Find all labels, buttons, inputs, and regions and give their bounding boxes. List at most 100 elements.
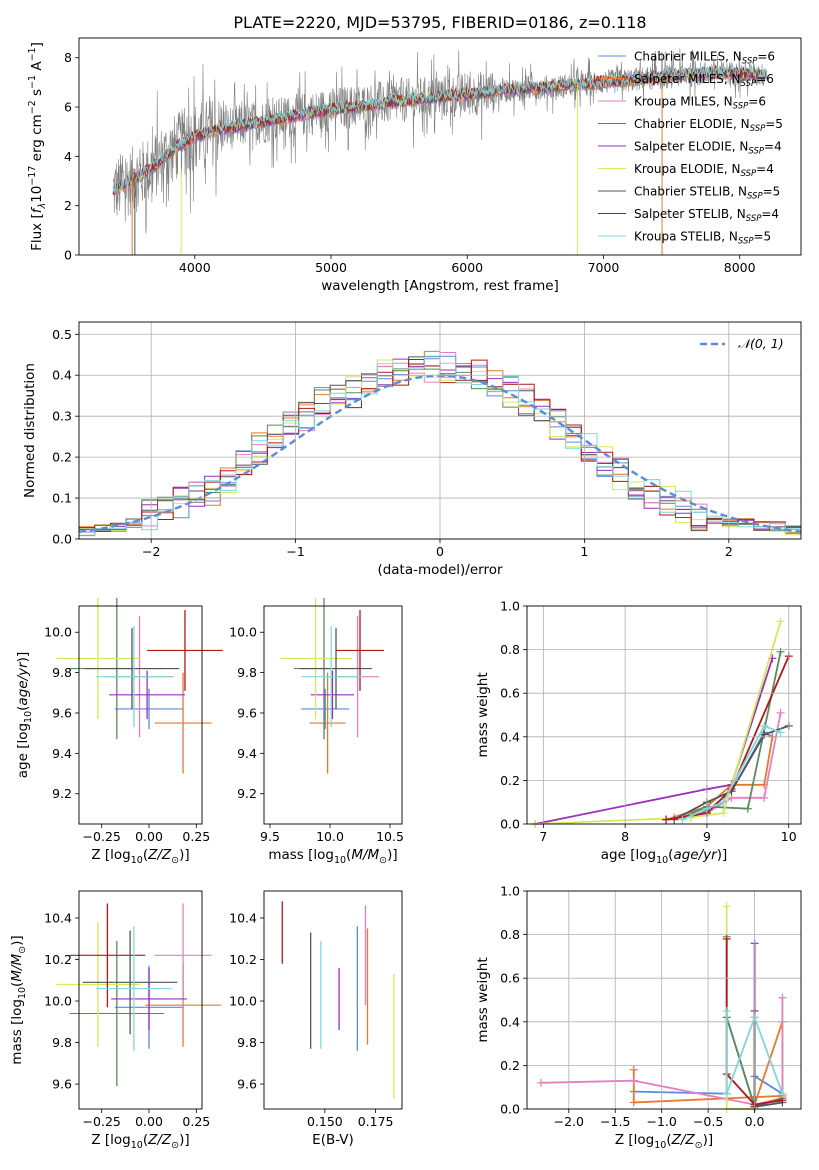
legend-label-2: Kroupa MILES, NSSP=6: [634, 95, 766, 112]
mass-ebv-panel: E(B-V): [281, 901, 395, 1148]
axes-frame: [526, 890, 802, 1110]
x-tick-label: 2: [725, 544, 733, 559]
age-metallicity-axes: −0.25 0.00 0.25 9.2 9.4 9.6 9.8 10.0: [44, 625, 210, 844]
legend-label-5: Kroupa ELODIE, NSSP=4: [634, 162, 774, 179]
x-tick-label: 0: [436, 544, 444, 559]
weight-line-5: [535, 621, 782, 825]
weight-line-3: [682, 651, 782, 819]
legend-label-normal: 𝒩(0, 1): [738, 336, 784, 351]
x-tick-label: 0.25: [182, 1114, 210, 1129]
weight-line-8: [725, 1010, 784, 1095]
y-tick-label: 10.0: [44, 994, 72, 1009]
x-tick-label: −0.25: [83, 829, 121, 844]
weight-marker-8-0: [678, 815, 687, 824]
y-tick-label: 0.8: [500, 642, 520, 657]
y-tick-label: 0.6: [500, 971, 520, 986]
x-tick-label: 1: [580, 544, 588, 559]
y-axis-label: mass weight: [475, 957, 491, 1042]
weight-marker-2-4: [776, 708, 785, 717]
x-tick-label: −1.0: [646, 1114, 676, 1129]
y-tick-label: 0.0: [500, 1102, 520, 1117]
x-axis-label: Z [log10(Z/Z⊙)]: [91, 1132, 189, 1151]
residuals-axes: −2 −1 0 1 2 0.0 0.1 0.2 0.3 0.4 0.5: [52, 322, 801, 559]
y-tick-label: 0.8: [500, 927, 520, 942]
y-tick-label: 9.4: [237, 746, 257, 761]
y-tick-label: 9.8: [52, 1035, 72, 1050]
x-tick-label: −2.0: [554, 1114, 584, 1129]
x-tick-label: −1.5: [600, 1114, 630, 1129]
weight-marker-3-2: [743, 804, 752, 813]
model-line-5: [112, 66, 768, 193]
legend-label-8: Kroupa STELIB, NSSP=5: [634, 230, 771, 247]
x-axis-label: (data-model)/error: [377, 562, 503, 578]
y-tick-label: 10.0: [44, 625, 72, 640]
y-axis-label: mass weight: [475, 672, 491, 757]
x-axis-label: age [log10(age/yr)]: [601, 847, 727, 866]
y-tick-label: 9.2: [237, 786, 257, 801]
y-tick-label: 10.4: [44, 910, 72, 925]
y-tick-label: 9.4: [52, 746, 72, 761]
x-tick-label: 4000: [179, 260, 211, 275]
weight-metallicity-panel: Z [log10(Z/Z⊙)] mass weight: [475, 902, 787, 1151]
weight-marker-8-3: [760, 721, 769, 730]
weight-marker-8-3: [778, 1089, 787, 1098]
legend-label-0: Chabrier MILES, NSSP=6: [634, 50, 775, 67]
x-tick-label: −1: [286, 544, 304, 559]
x-axis-label: E(B-V): [312, 1132, 354, 1148]
legend-label-1: Salpeter MILES, NSSP=6: [634, 72, 774, 89]
y-tick-label: 9.8: [237, 1035, 257, 1050]
y-tick-label: 0.0: [500, 817, 520, 832]
y-axis-label: mass [log10(M/M⊙)]: [9, 935, 28, 1064]
x-tick-label: 0.00: [135, 1114, 163, 1129]
x-tick-label: 0.0: [745, 1114, 765, 1129]
model-line-8: [112, 64, 768, 194]
x-axis-label: Z [log10(Z/Z⊙)]: [615, 1132, 713, 1151]
weight-marker-2-3: [760, 793, 769, 802]
x-tick-label: 5000: [315, 260, 347, 275]
axes-frame: [263, 605, 403, 825]
weight-marker-8-0: [722, 1006, 731, 1015]
x-tick-label: 8: [621, 829, 629, 844]
y-tick-label: 10.0: [229, 994, 257, 1009]
x-tick-label: 8000: [724, 260, 756, 275]
weight-marker-1-0: [629, 1065, 638, 1074]
figure-title: PLATE=2220, MJD=53795, FIBERID=0186, z=0…: [233, 13, 646, 32]
x-tick-label: 7000: [588, 260, 620, 275]
weight-line-7: [725, 939, 783, 1106]
mass-metallicity-axes: −0.25 0.00 0.25 9.6 9.8 10.0 10.2 10.4: [44, 910, 210, 1129]
axes-frame: [78, 605, 203, 825]
y-axis-label: Flux [fλ10−17 erg cm−2 s−1 A−1]: [27, 42, 48, 251]
y-tick-label: 0.4: [52, 368, 72, 383]
y-tick-label: 9.6: [52, 705, 72, 720]
axes-frame: [263, 890, 403, 1110]
weight-marker-5-3: [776, 617, 785, 626]
y-tick-label: 2: [64, 198, 72, 213]
x-tick-label: −2: [142, 544, 160, 559]
y-tick-label: 8: [64, 50, 72, 65]
y-tick-label: 0.0: [52, 532, 72, 547]
x-tick-label: 0.25: [182, 829, 210, 844]
age-mass-panel: mass [log10(M/M⊙)]: [268, 597, 398, 866]
weight-marker-5-2: [719, 809, 728, 818]
axes-frame: [526, 605, 802, 825]
weight-marker-6-0: [670, 815, 679, 824]
y-tick-label: 0: [64, 248, 72, 263]
weight-marker-8-2: [719, 798, 728, 807]
legend-label-3: Chabrier ELODIE, NSSP=5: [634, 117, 783, 134]
axes-frame: [78, 890, 203, 1110]
y-tick-label: 4: [64, 149, 72, 164]
weight-marker-5-0: [722, 902, 731, 911]
y-axis-label: age [log10(age/yr)]: [15, 652, 34, 778]
y-tick-label: 9.6: [52, 1077, 72, 1092]
weight-marker-7-0: [722, 934, 731, 943]
weight-marker-2-0: [536, 1078, 545, 1087]
mass-metallicity-panel: Z [log10(Z/Z⊙)] mass [log10(M/M⊙)]: [9, 903, 221, 1151]
x-tick-label: −0.25: [83, 1114, 121, 1129]
x-tick-label: 9.5: [260, 829, 280, 844]
weight-age-panel: age [log10(age/yr)] mass weight: [475, 617, 793, 866]
weight-marker-6-3: [760, 730, 769, 739]
y-tick-label: 10.2: [229, 952, 257, 967]
x-tick-label: 10.0: [316, 829, 344, 844]
y-tick-label: 1.0: [500, 884, 520, 899]
